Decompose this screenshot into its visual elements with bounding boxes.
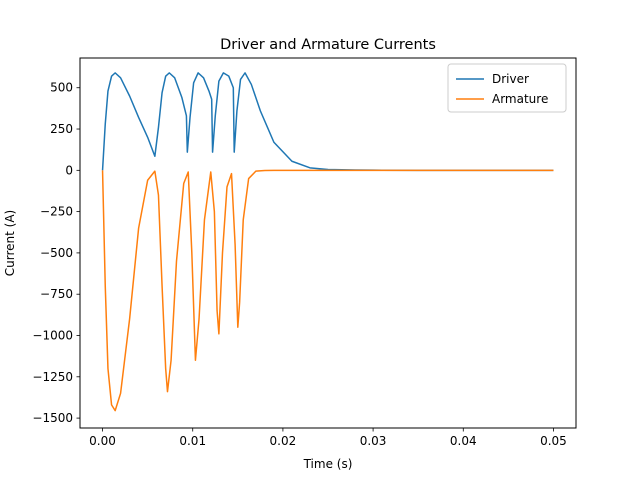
x-tick-label: 0.04 — [450, 434, 477, 448]
x-tick-label: 0.05 — [540, 434, 567, 448]
y-tick-label: 0 — [65, 163, 73, 177]
chart-title: Driver and Armature Currents — [220, 37, 436, 53]
y-tick-label: −250 — [40, 205, 73, 219]
legend-box — [447, 63, 567, 113]
x-axis: 0.00 0.01 0.02 0.03 0.04 0.05 — [89, 428, 567, 448]
axes-frame — [79, 57, 577, 429]
y-axis: 500 250 0 −250 −500 −750 −1000 −1250 −1500 — [32, 81, 80, 425]
x-tick-label: 0.01 — [179, 434, 206, 448]
y-tick-label: 250 — [50, 122, 73, 136]
legend: Driver Armature — [447, 63, 567, 113]
x-axis-label: Time (s) — [303, 457, 353, 471]
y-tick-label: −1250 — [32, 370, 73, 384]
legend-label-driver: Driver — [492, 72, 529, 86]
x-tick-label: 0.00 — [89, 434, 116, 448]
y-axis-label: Current (A) — [3, 210, 17, 276]
y-tick-label: −1500 — [32, 411, 73, 425]
y-tick-label: −500 — [40, 246, 73, 260]
series-line-driver — [101, 72, 554, 172]
plot-area — [101, 72, 554, 412]
x-tick-label: 0.02 — [270, 434, 297, 448]
y-tick-label: −750 — [40, 287, 73, 301]
x-tick-label: 0.03 — [360, 434, 387, 448]
y-tick-label: 500 — [50, 81, 73, 95]
legend-label-armature: Armature — [492, 92, 548, 106]
y-tick-label: −1000 — [32, 329, 73, 343]
series-line-armature — [101, 169, 554, 412]
